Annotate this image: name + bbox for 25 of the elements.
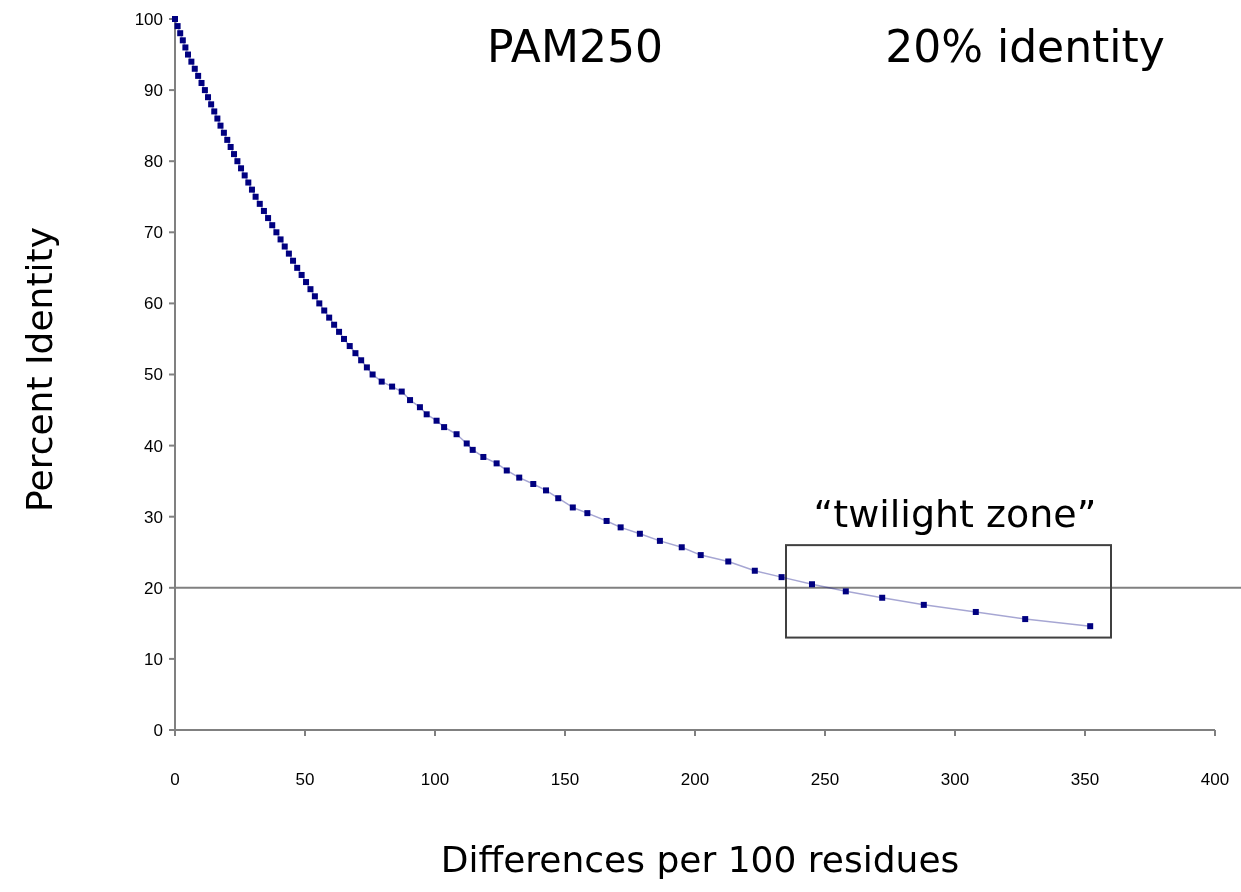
x-tick-label: 100 — [420, 770, 450, 789]
y-tick-label: 60 — [144, 294, 163, 314]
y-tick-label: 10 — [144, 649, 163, 669]
y-axis-title: Percent Identity — [19, 227, 60, 512]
x-tick-label: 150 — [550, 770, 580, 789]
y-tick-label: 100 — [134, 9, 163, 29]
y-tick-label: 50 — [144, 365, 163, 385]
x-tick-label: 250 — [810, 770, 840, 789]
y-tick-label: 40 — [144, 436, 163, 456]
y-tick-label: 80 — [144, 152, 163, 172]
x-tick-label: 50 — [295, 770, 315, 789]
y-tick-label: 0 — [153, 720, 163, 740]
annotation: 20% identity — [885, 21, 1165, 72]
y-tick-label: 30 — [144, 507, 163, 527]
x-tick-label: 300 — [940, 770, 970, 789]
y-tick-label: 90 — [144, 81, 163, 101]
y-tick-label: 20 — [144, 578, 163, 598]
annotation: PAM250 — [487, 21, 663, 72]
x-tick-label: 200 — [680, 770, 710, 789]
x-axis-title: Differences per 100 residues — [440, 839, 960, 880]
y-tick-label: 70 — [144, 223, 163, 243]
x-tick-label: 350 — [1070, 770, 1100, 789]
x-tick-label: 0 — [170, 770, 180, 789]
x-tick-label: 400 — [1200, 770, 1230, 789]
annotation: “twilight zone” — [813, 492, 1097, 536]
